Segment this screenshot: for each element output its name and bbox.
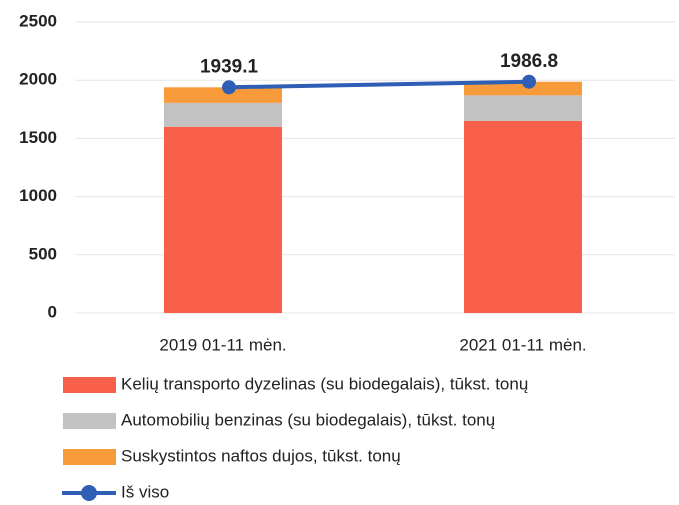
legend-marker [81,485,97,501]
legend-label: Automobilių benzinas (su biodegalais), t… [121,410,495,429]
data-label: 1986.8 [500,51,558,72]
line [228,79,530,90]
y-tick-label: 2000 [19,70,57,89]
y-tick-label: 500 [29,244,57,263]
x-tick-label: 2019 01-11 mėn. [159,335,286,354]
legend-label: Kelių transporto dyzelinas (su biodegala… [121,374,528,393]
bar-segment [464,81,582,96]
bar-segment [464,95,582,121]
bar-segment [164,87,282,103]
y-tick-label: 1500 [19,128,57,147]
legend-label: Suskystintos naftos dujos, tūkst. tonų [121,446,401,465]
x-tick-label: 2021 01-11 mėn. [459,335,586,354]
legend-swatch [63,449,116,465]
data-label: 1939.1 [200,56,259,77]
bar-segment [164,102,282,127]
y-tick-label: 0 [48,302,57,321]
legend-swatch [63,413,116,429]
bar-segment [164,126,282,313]
legend-label: Iš viso [121,482,169,501]
line-marker [522,74,536,89]
y-tick-label: 1000 [19,186,57,205]
bar-segment [464,120,582,313]
line-marker [222,80,236,95]
legend-swatch [63,377,116,393]
y-tick-label: 2500 [19,11,57,30]
